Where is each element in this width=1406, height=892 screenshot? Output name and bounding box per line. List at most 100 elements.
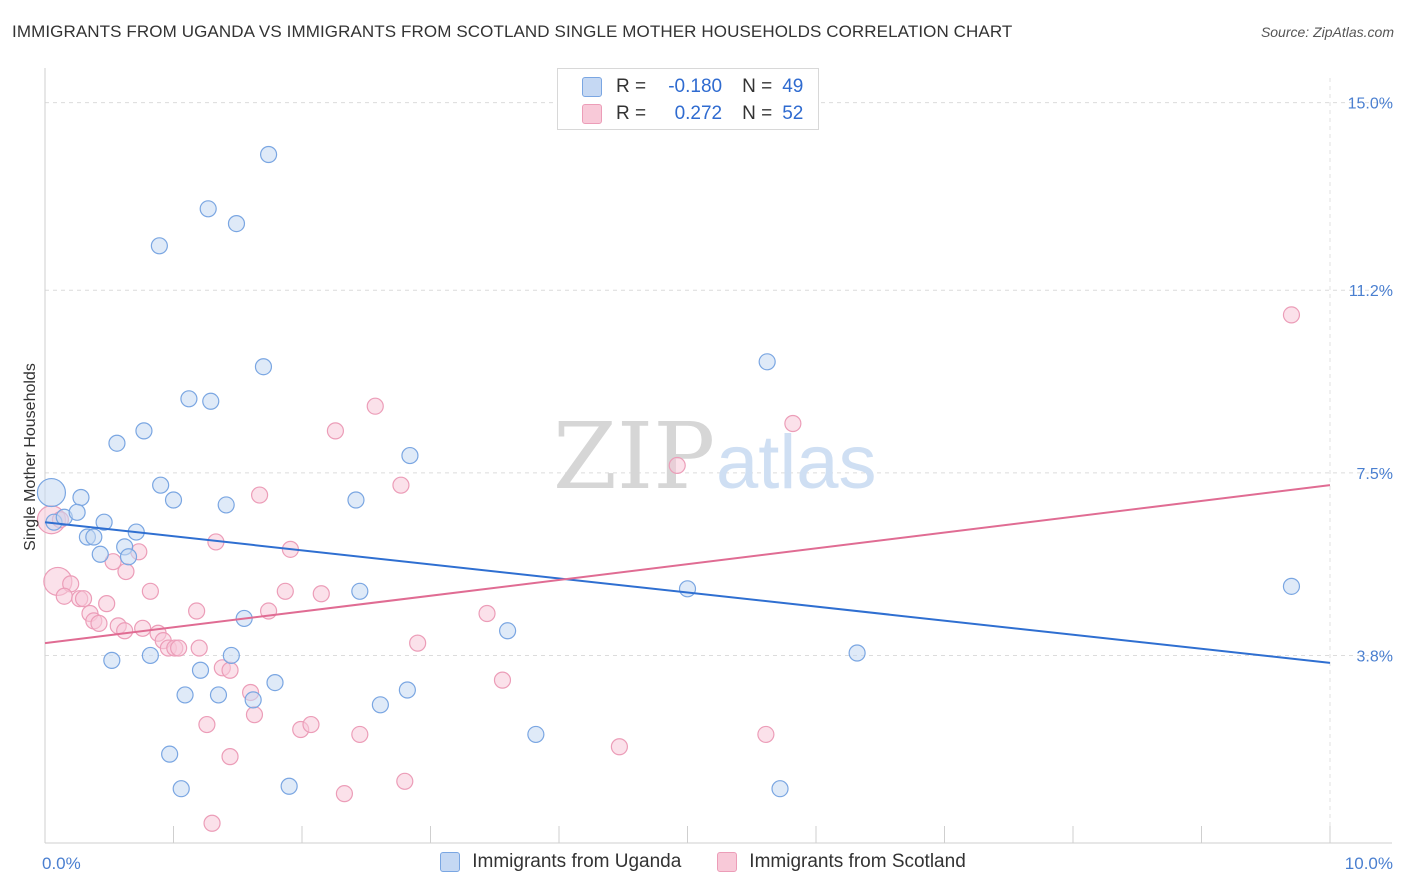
uganda-point [180,390,198,408]
uganda-point [72,488,90,507]
scotland-legend-label: Immigrants from Scotland [749,851,966,872]
legend-n-label: N = [742,103,773,124]
scotland-point [302,715,320,734]
uganda-point [209,686,228,704]
axes [44,68,1392,844]
scotland-point [757,725,775,744]
scotland-point [493,671,512,689]
legend-item-scotland[interactable]: Immigrants from Scotland [717,851,966,873]
watermark: ZIP atlas [553,403,877,510]
y-axis-label: Single Mother Households [22,363,39,551]
uganda-point [848,644,866,662]
legend-r-value: -0.180 [668,76,723,97]
chart-title: IMMIGRANTS FROM UGANDA VS IMMIGRANTS FRO… [12,22,1013,41]
uganda-point [152,476,170,494]
uganda-point [135,422,153,440]
scotland-point [668,456,686,475]
scotland-swatch [582,104,602,124]
trend-lines [44,484,1331,664]
grid-lines [45,78,1392,843]
series-legend: Immigrants from Uganda Immigrants from S… [0,851,1406,873]
uganda-point [68,503,86,521]
uganda-point [172,780,190,798]
scotland-point [335,785,354,803]
scotland-point [170,639,188,657]
scotland-point [784,414,802,433]
scotland-trend-line [44,484,1331,645]
uganda-swatch [582,77,602,97]
scotland-point [396,772,414,790]
uganda-point [254,358,273,376]
uganda-point [141,646,159,665]
scotland-point [117,562,135,581]
uganda-point [280,777,298,795]
series-uganda-points [36,145,1301,798]
uganda-point [398,681,416,699]
legend-r-label: R = [616,76,647,97]
legend-n-value: 52 [782,103,804,124]
x-tick-label: 10.0% [1345,854,1393,873]
uganda-legend-swatch [440,852,461,872]
uganda-point [499,622,517,640]
scotland-point [610,738,628,756]
uganda-point [191,661,210,679]
y-tick-label: 11.2% [1349,283,1393,300]
scotland-point [90,614,108,632]
watermark-atlas: atlas [716,420,877,505]
scotland-point [134,619,152,637]
source-credit: Source: ZipAtlas.com [1260,24,1394,40]
uganda-point [678,580,697,598]
scotland-point [141,582,159,600]
uganda-point [85,528,103,546]
scotland-point [245,706,264,724]
scotland-point [98,595,116,613]
uganda-point [202,392,220,410]
scotland-point [250,486,269,504]
legend-n-value: 49 [782,76,804,97]
uganda-point [95,513,113,531]
y-tick-labels: 3.8% 7.5% 11.2% 15.0% [1348,96,1393,666]
scotland-point [312,585,330,603]
uganda-point [119,548,138,566]
scotland-point [276,582,294,600]
scotland-point [74,590,93,608]
uganda-point [347,491,365,509]
scotland-point [116,622,134,640]
uganda-point [164,491,183,509]
scotland-point [104,553,122,571]
scotland-point [409,634,427,652]
scotland-point [203,814,221,832]
uganda-point [527,725,545,744]
uganda-point [351,582,369,600]
scotland-point [366,397,384,415]
x-tick-labels: 0.0% 10.0% [42,854,1393,873]
uganda-point [36,477,67,508]
legend-r-value: 0.272 [674,103,723,124]
y-tick-label: 7.5% [1357,466,1393,483]
scotland-point [478,604,496,623]
uganda-point [371,696,389,714]
scotland-point [326,422,345,440]
uganda-point [771,780,789,798]
legend-n-label: N = [742,76,773,97]
scotland-point [188,602,206,620]
watermark-zip: ZIP [553,403,715,510]
uganda-point [1282,577,1301,595]
y-tick-label: 3.8% [1357,648,1393,665]
uganda-point [758,353,776,371]
uganda-legend-label: Immigrants from Uganda [472,851,682,872]
legend-item-uganda[interactable]: Immigrants from Uganda [440,851,681,873]
scotland-point [221,661,239,679]
uganda-point [401,446,419,465]
correlation-legend: R = -0.180 N = 49 R = 0.272 N = 52 [557,68,819,130]
uganda-point [108,434,126,452]
scotland-point [55,587,73,605]
scotland-point [190,639,208,657]
x-tick-label: 0.0% [42,854,81,873]
uganda-point [217,496,235,514]
uganda-point [150,237,168,255]
uganda-point [244,691,262,709]
uganda-point [176,686,194,704]
uganda-point [199,200,217,218]
